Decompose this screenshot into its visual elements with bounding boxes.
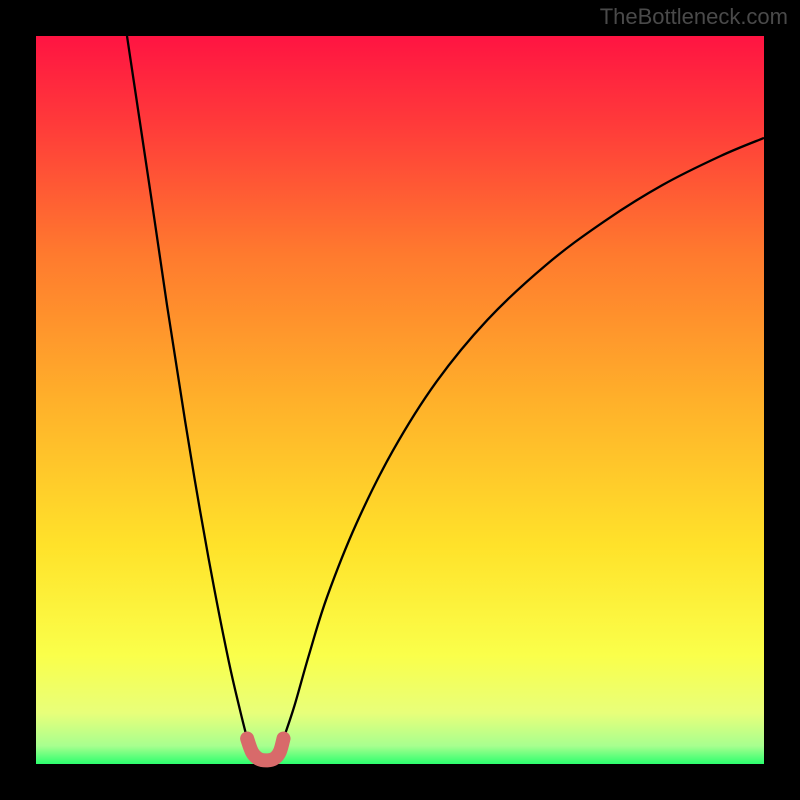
curve-left-descent <box>127 36 247 739</box>
chart-plot-area <box>36 36 764 764</box>
notch-marker-u <box>247 739 283 761</box>
watermark-text: TheBottleneck.com <box>600 4 788 30</box>
chart-svg <box>36 36 764 764</box>
curve-right-ascent <box>284 138 764 739</box>
